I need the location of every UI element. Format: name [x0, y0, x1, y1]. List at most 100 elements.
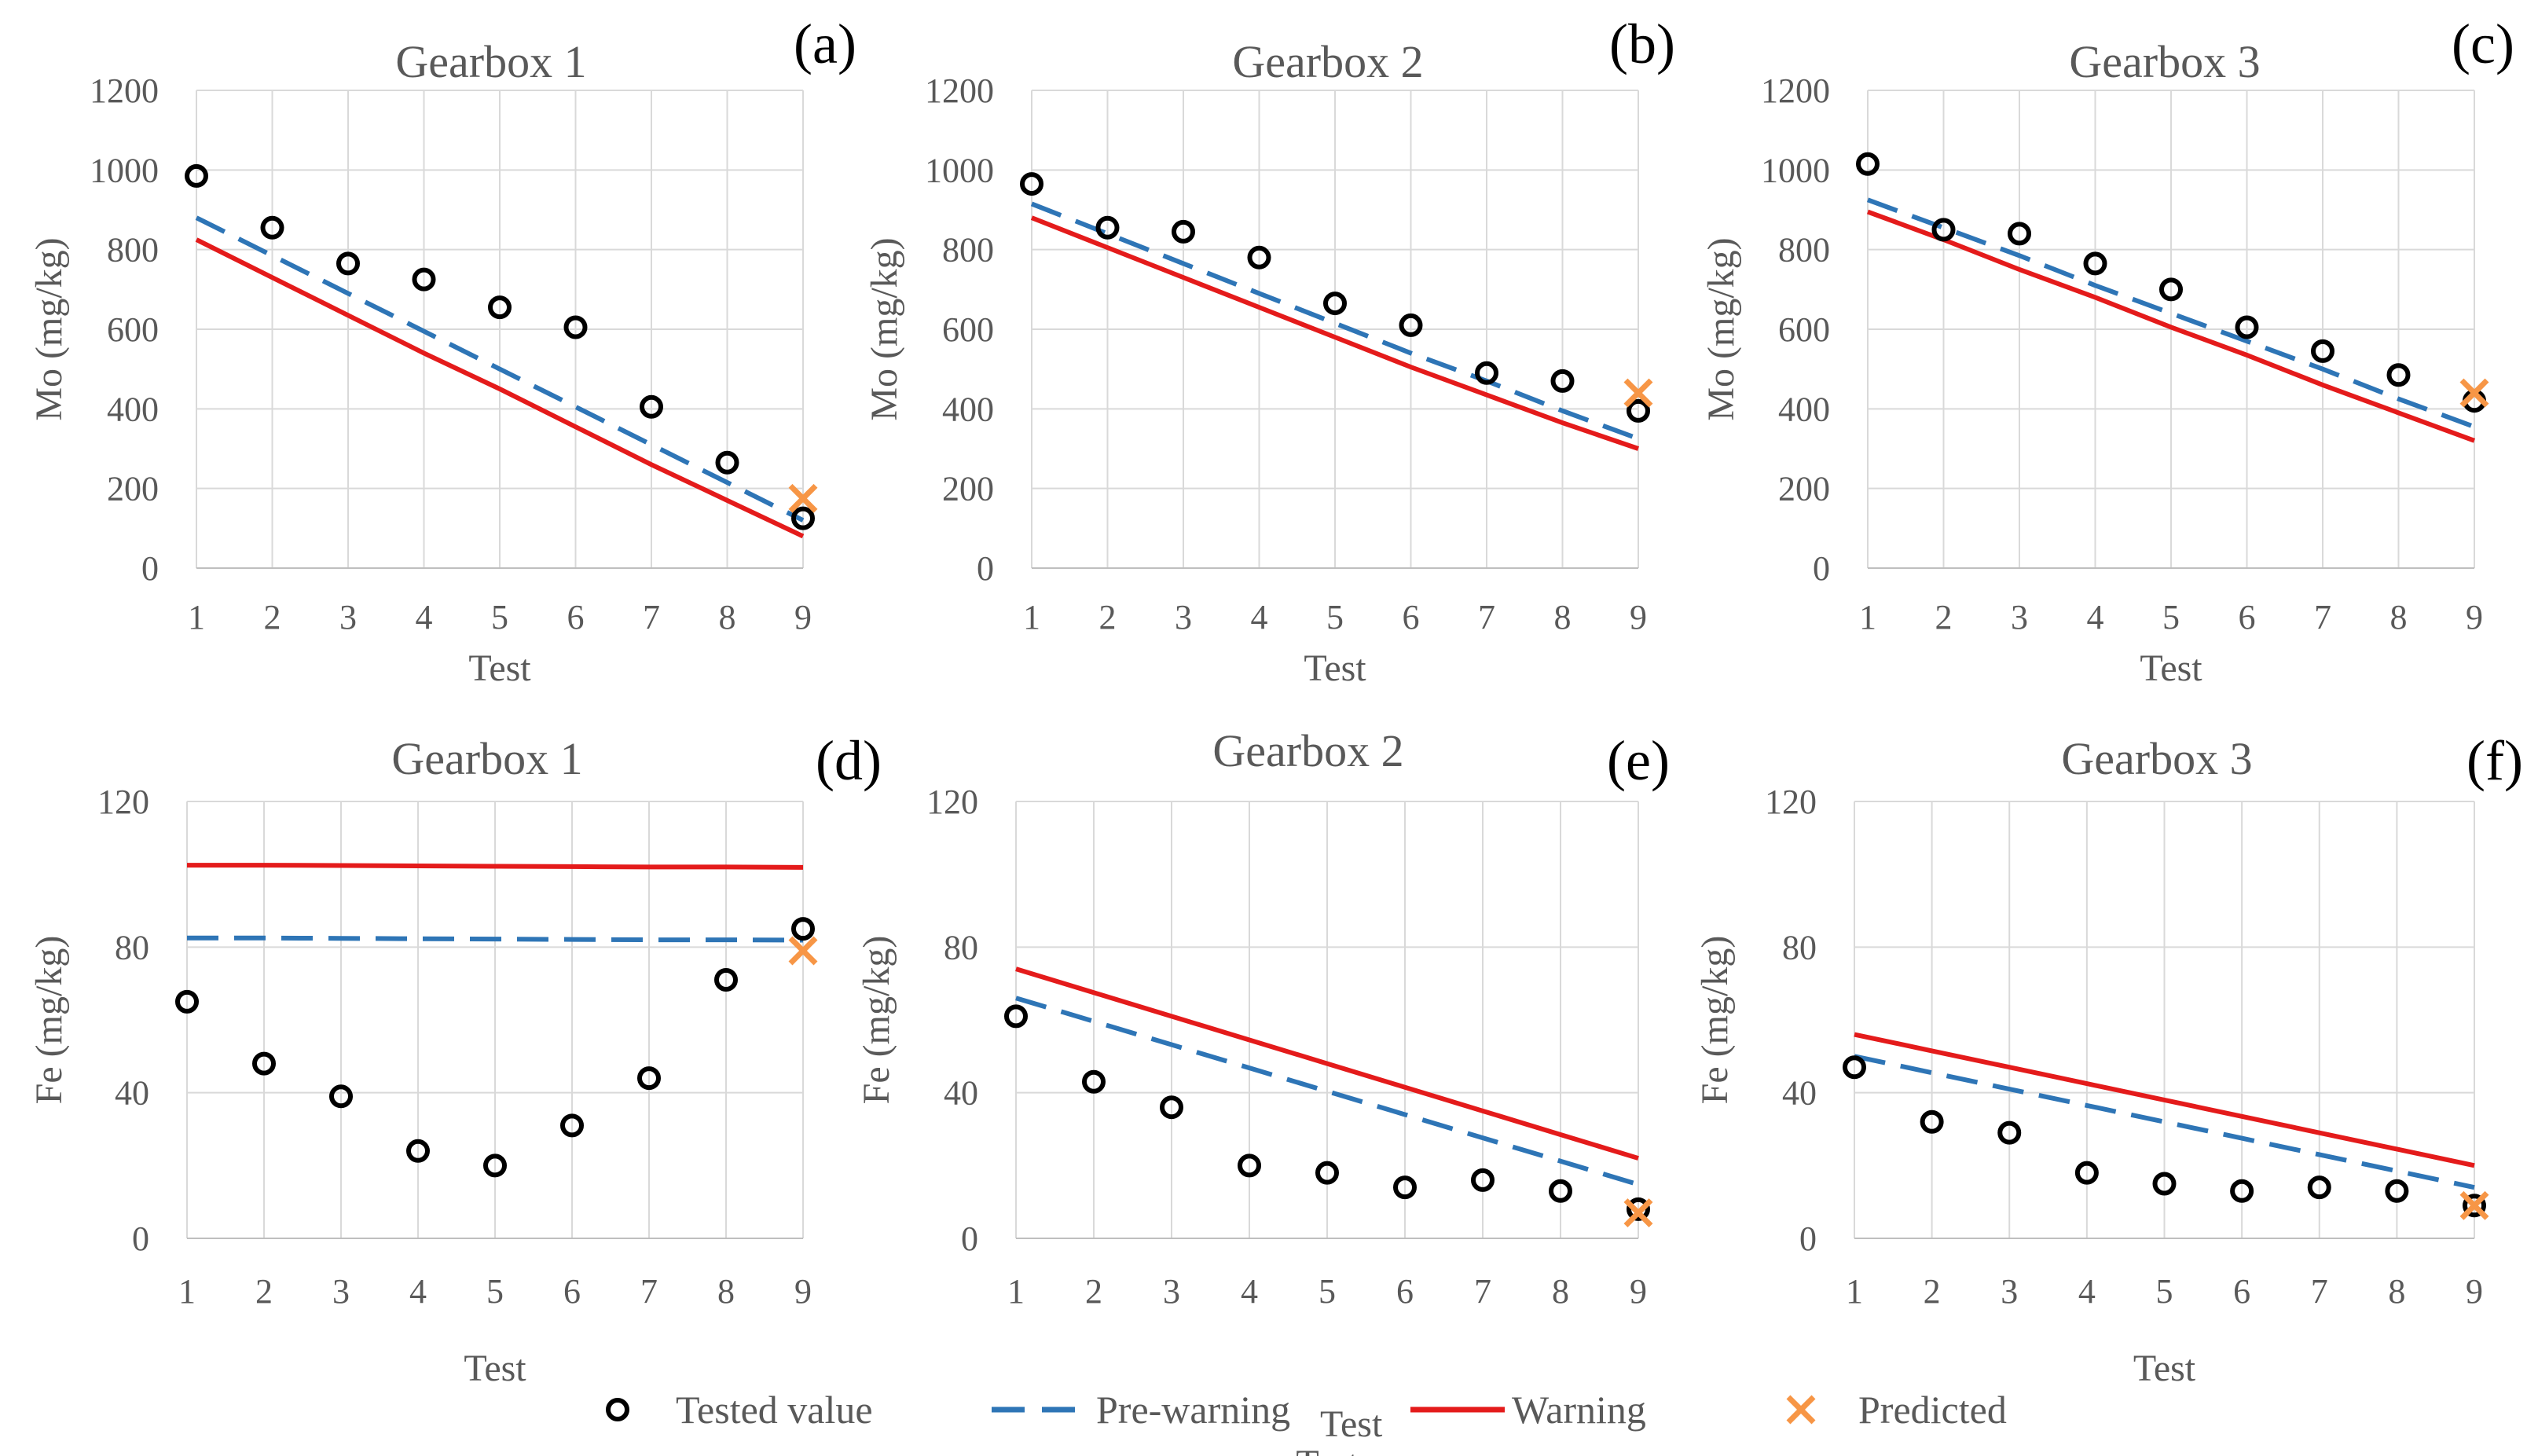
warning-line	[1854, 1032, 2475, 1168]
x-tick-label: 3	[332, 1272, 350, 1311]
tested-value-point	[329, 1084, 353, 1109]
y-tick-label: 1200	[90, 72, 159, 110]
tested-value-point	[1399, 313, 1423, 337]
tested-value-point	[1323, 292, 1347, 316]
tested-value-point	[2008, 222, 2031, 246]
x-tick-label: 7	[643, 598, 660, 636]
x-axis-label: Test	[2133, 1348, 2196, 1389]
legend-tested-marker	[606, 1398, 629, 1421]
tested-value-point	[640, 394, 663, 419]
x-tick-label: 4	[1251, 598, 1268, 636]
y-axis-label: Fe (mg/kg)	[1694, 936, 1736, 1105]
tested-value-point	[412, 267, 436, 292]
y-tick-label: 80	[115, 928, 149, 966]
x-tick-label: 5	[486, 1272, 504, 1311]
legend-predicted-label: Predicted	[1858, 1388, 2007, 1432]
panel-title: Gearbox 1	[395, 36, 586, 87]
tested-value-point	[637, 1066, 661, 1091]
tested-value-point	[791, 917, 815, 941]
predicted-marker	[788, 936, 818, 966]
legend-predicted-marker	[1786, 1395, 1816, 1425]
tested-value-point	[1843, 1055, 1866, 1080]
x-tick-label: 1	[178, 1272, 196, 1311]
tested-value-point	[1627, 398, 1650, 423]
tested-value-point	[2235, 315, 2259, 339]
x-axis-label: Test	[1304, 647, 1366, 689]
tested-value-point	[1082, 1069, 1106, 1094]
tested-value-point	[2311, 339, 2334, 363]
x-tick-label: 9	[2466, 598, 2483, 636]
tested-value-point	[1393, 1175, 1417, 1200]
predicted-marker	[788, 483, 818, 513]
y-tick-label: 600	[942, 310, 994, 349]
x-tick-label: 9	[794, 598, 812, 636]
y-tick-label: 120	[926, 783, 978, 821]
panel-label: (b)	[1609, 13, 1675, 75]
warning-line	[187, 863, 804, 870]
y-tick-label: 0	[961, 1219, 978, 1258]
x-tick-label: 5	[2162, 598, 2180, 636]
predicted-marker	[1623, 378, 1653, 408]
legend: Tested value Pre-warning Test Warning Pr…	[606, 1388, 2007, 1445]
x-tick-label: 4	[416, 598, 433, 636]
x-tick-label: 9	[1630, 598, 1647, 636]
x-tick-label: 8	[2388, 1272, 2405, 1311]
y-axis-label: Fe (mg/kg)	[856, 936, 897, 1105]
x-tick-label: 3	[2001, 1272, 2018, 1311]
x-tick-label: 4	[1241, 1272, 1258, 1311]
panel-title: Gearbox 3	[2061, 733, 2252, 784]
y-tick-label: 0	[1813, 549, 1830, 588]
tested-value-point	[2463, 1194, 2486, 1218]
x-axis-label: Test	[464, 1348, 526, 1389]
prewarning-line	[195, 215, 805, 523]
tested-value-point	[1856, 152, 1880, 176]
y-tick-label: 120	[1765, 783, 1817, 821]
tested-value-point	[2083, 251, 2107, 276]
x-tick-label: 2	[255, 1272, 273, 1311]
predicted-marker	[2459, 378, 2489, 408]
tested-value-point	[1920, 1109, 1944, 1134]
tested-value-point	[560, 1113, 584, 1138]
y-tick-label: 40	[944, 1074, 978, 1113]
x-tick-label: 6	[2233, 1272, 2250, 1311]
tested-value-point	[2385, 1179, 2409, 1203]
tested-value-point	[1004, 1004, 1028, 1029]
tested-value-point	[252, 1051, 276, 1076]
y-tick-label: 200	[1778, 470, 1830, 508]
x-tick-label: 1	[1846, 1272, 1863, 1311]
x-tick-label: 7	[2311, 1272, 2328, 1311]
x-tick-label: 1	[1007, 1272, 1025, 1311]
tested-value-point	[483, 1153, 507, 1178]
prewarning-line	[1015, 996, 1639, 1187]
tested-value-point	[563, 315, 588, 339]
warning-line	[1866, 209, 2476, 443]
predicted-stroke	[2459, 378, 2489, 408]
y-axis-label: Fe (mg/kg)	[28, 936, 70, 1105]
y-tick-label: 800	[942, 231, 994, 270]
warning-line	[1015, 966, 1639, 1161]
tested-value-point	[2386, 363, 2411, 387]
tested-value-point	[1931, 218, 1956, 242]
tested-value-point	[185, 163, 208, 188]
predicted-stroke	[2459, 1190, 2489, 1220]
legend-tested-label: Tested value	[676, 1388, 873, 1432]
prewarning-line	[1030, 201, 1640, 442]
y-tick-label: 600	[107, 310, 159, 349]
x-tick-label: 6	[2239, 598, 2256, 636]
legend-stray-test-label: Test	[1320, 1403, 1383, 1445]
x-tick-label: 9	[1630, 1272, 1647, 1311]
tested-value-point	[1475, 361, 1498, 385]
predicted-stroke	[788, 936, 818, 966]
y-tick-label: 400	[942, 390, 994, 428]
tested-value-point	[791, 506, 815, 530]
chart-panel-f: 0 40 80 120 1 2 3 4 5 6 7 8 9 Gearbox 3 (f) Test Fe (mg/…	[1694, 729, 2523, 1389]
tested-value-point	[260, 215, 284, 240]
tested-value-point	[1247, 245, 1271, 270]
tested-value-point	[488, 295, 512, 320]
tested-value-point	[1315, 1161, 1339, 1185]
y-tick-label: 400	[107, 390, 159, 428]
x-tick-label: 7	[1474, 1272, 1491, 1311]
x-axis-label: Test	[2140, 647, 2202, 689]
